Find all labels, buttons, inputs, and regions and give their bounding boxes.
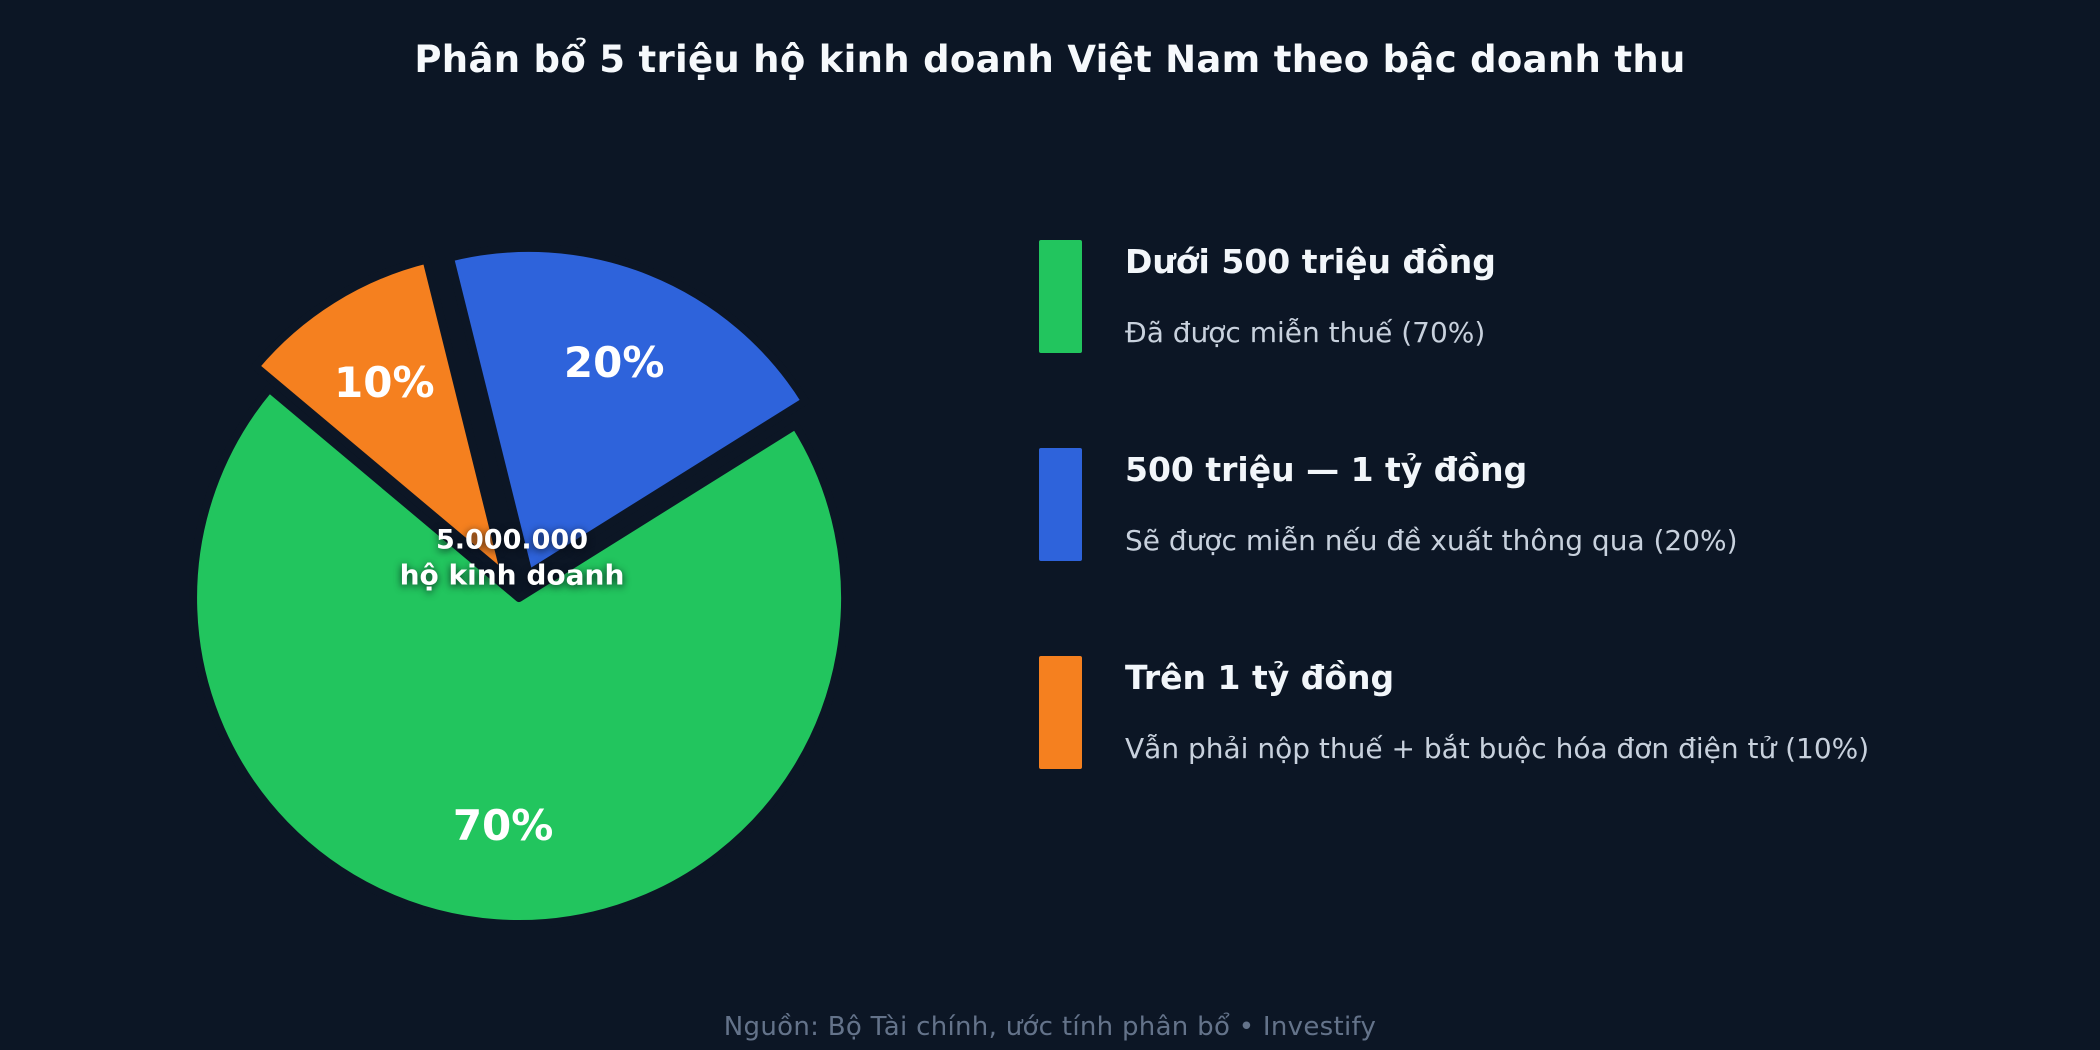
legend-text: Trên 1 tỷ đồng Vẫn phải nộp thuế + bắt b…: [1125, 656, 1869, 769]
legend-note: Sẽ được miễn nếu đề xuất thông qua (20%): [1125, 524, 1738, 557]
pie-center-label: 5.000.000 hộ kinh doanh: [400, 522, 625, 593]
pie-slice-1: [445, 243, 810, 578]
legend-swatch-blue: [1039, 448, 1082, 561]
legend-title: 500 triệu — 1 tỷ đồng: [1125, 450, 1528, 489]
legend-item-500trieu-1ty: 500 triệu — 1 tỷ đồng Sẽ được miễn nếu đ…: [1039, 448, 1869, 561]
center-label-value: 5.000.000: [435, 524, 589, 556]
legend: Dưới 500 triệu đồng Đã được miễn thuế (7…: [1039, 240, 1869, 864]
center-label-unit: hộ kinh doanh: [399, 558, 625, 592]
legend-note: Đã được miễn thuế (70%): [1125, 316, 1486, 349]
legend-note: Vẫn phải nộp thuế + bắt buộc hóa đơn điệ…: [1125, 732, 1870, 765]
chart-title: Phân bổ 5 triệu hộ kinh doanh Việt Nam t…: [414, 38, 1686, 81]
legend-title: Trên 1 tỷ đồng: [1125, 658, 1395, 697]
pie-slices: [189, 243, 850, 928]
legend-text: Dưới 500 triệu đồng Đã được miễn thuế (7…: [1125, 240, 1496, 353]
legend-text: 500 triệu — 1 tỷ đồng Sẽ được miễn nếu đ…: [1125, 448, 1738, 561]
legend-swatch-orange: [1039, 656, 1082, 769]
slice-percent-label-tren-1ty: 10%: [334, 358, 435, 407]
source-footer: Nguồn: Bộ Tài chính, ước tính phân bổ • …: [723, 1012, 1377, 1042]
pie-slice-2: [251, 255, 510, 580]
legend-item-tren-1ty: Trên 1 tỷ đồng Vẫn phải nộp thuế + bắt b…: [1039, 656, 1869, 769]
pie-slice-0: [189, 384, 850, 928]
slice-percent-label-500trieu-1ty: 20%: [564, 338, 665, 387]
slice-percent-label-duoi-500trieu: 70%: [453, 801, 554, 850]
legend-swatch-green: [1039, 240, 1082, 353]
legend-item-duoi-500trieu: Dưới 500 triệu đồng Đã được miễn thuế (7…: [1039, 240, 1869, 353]
legend-title: Dưới 500 triệu đồng: [1125, 242, 1496, 281]
